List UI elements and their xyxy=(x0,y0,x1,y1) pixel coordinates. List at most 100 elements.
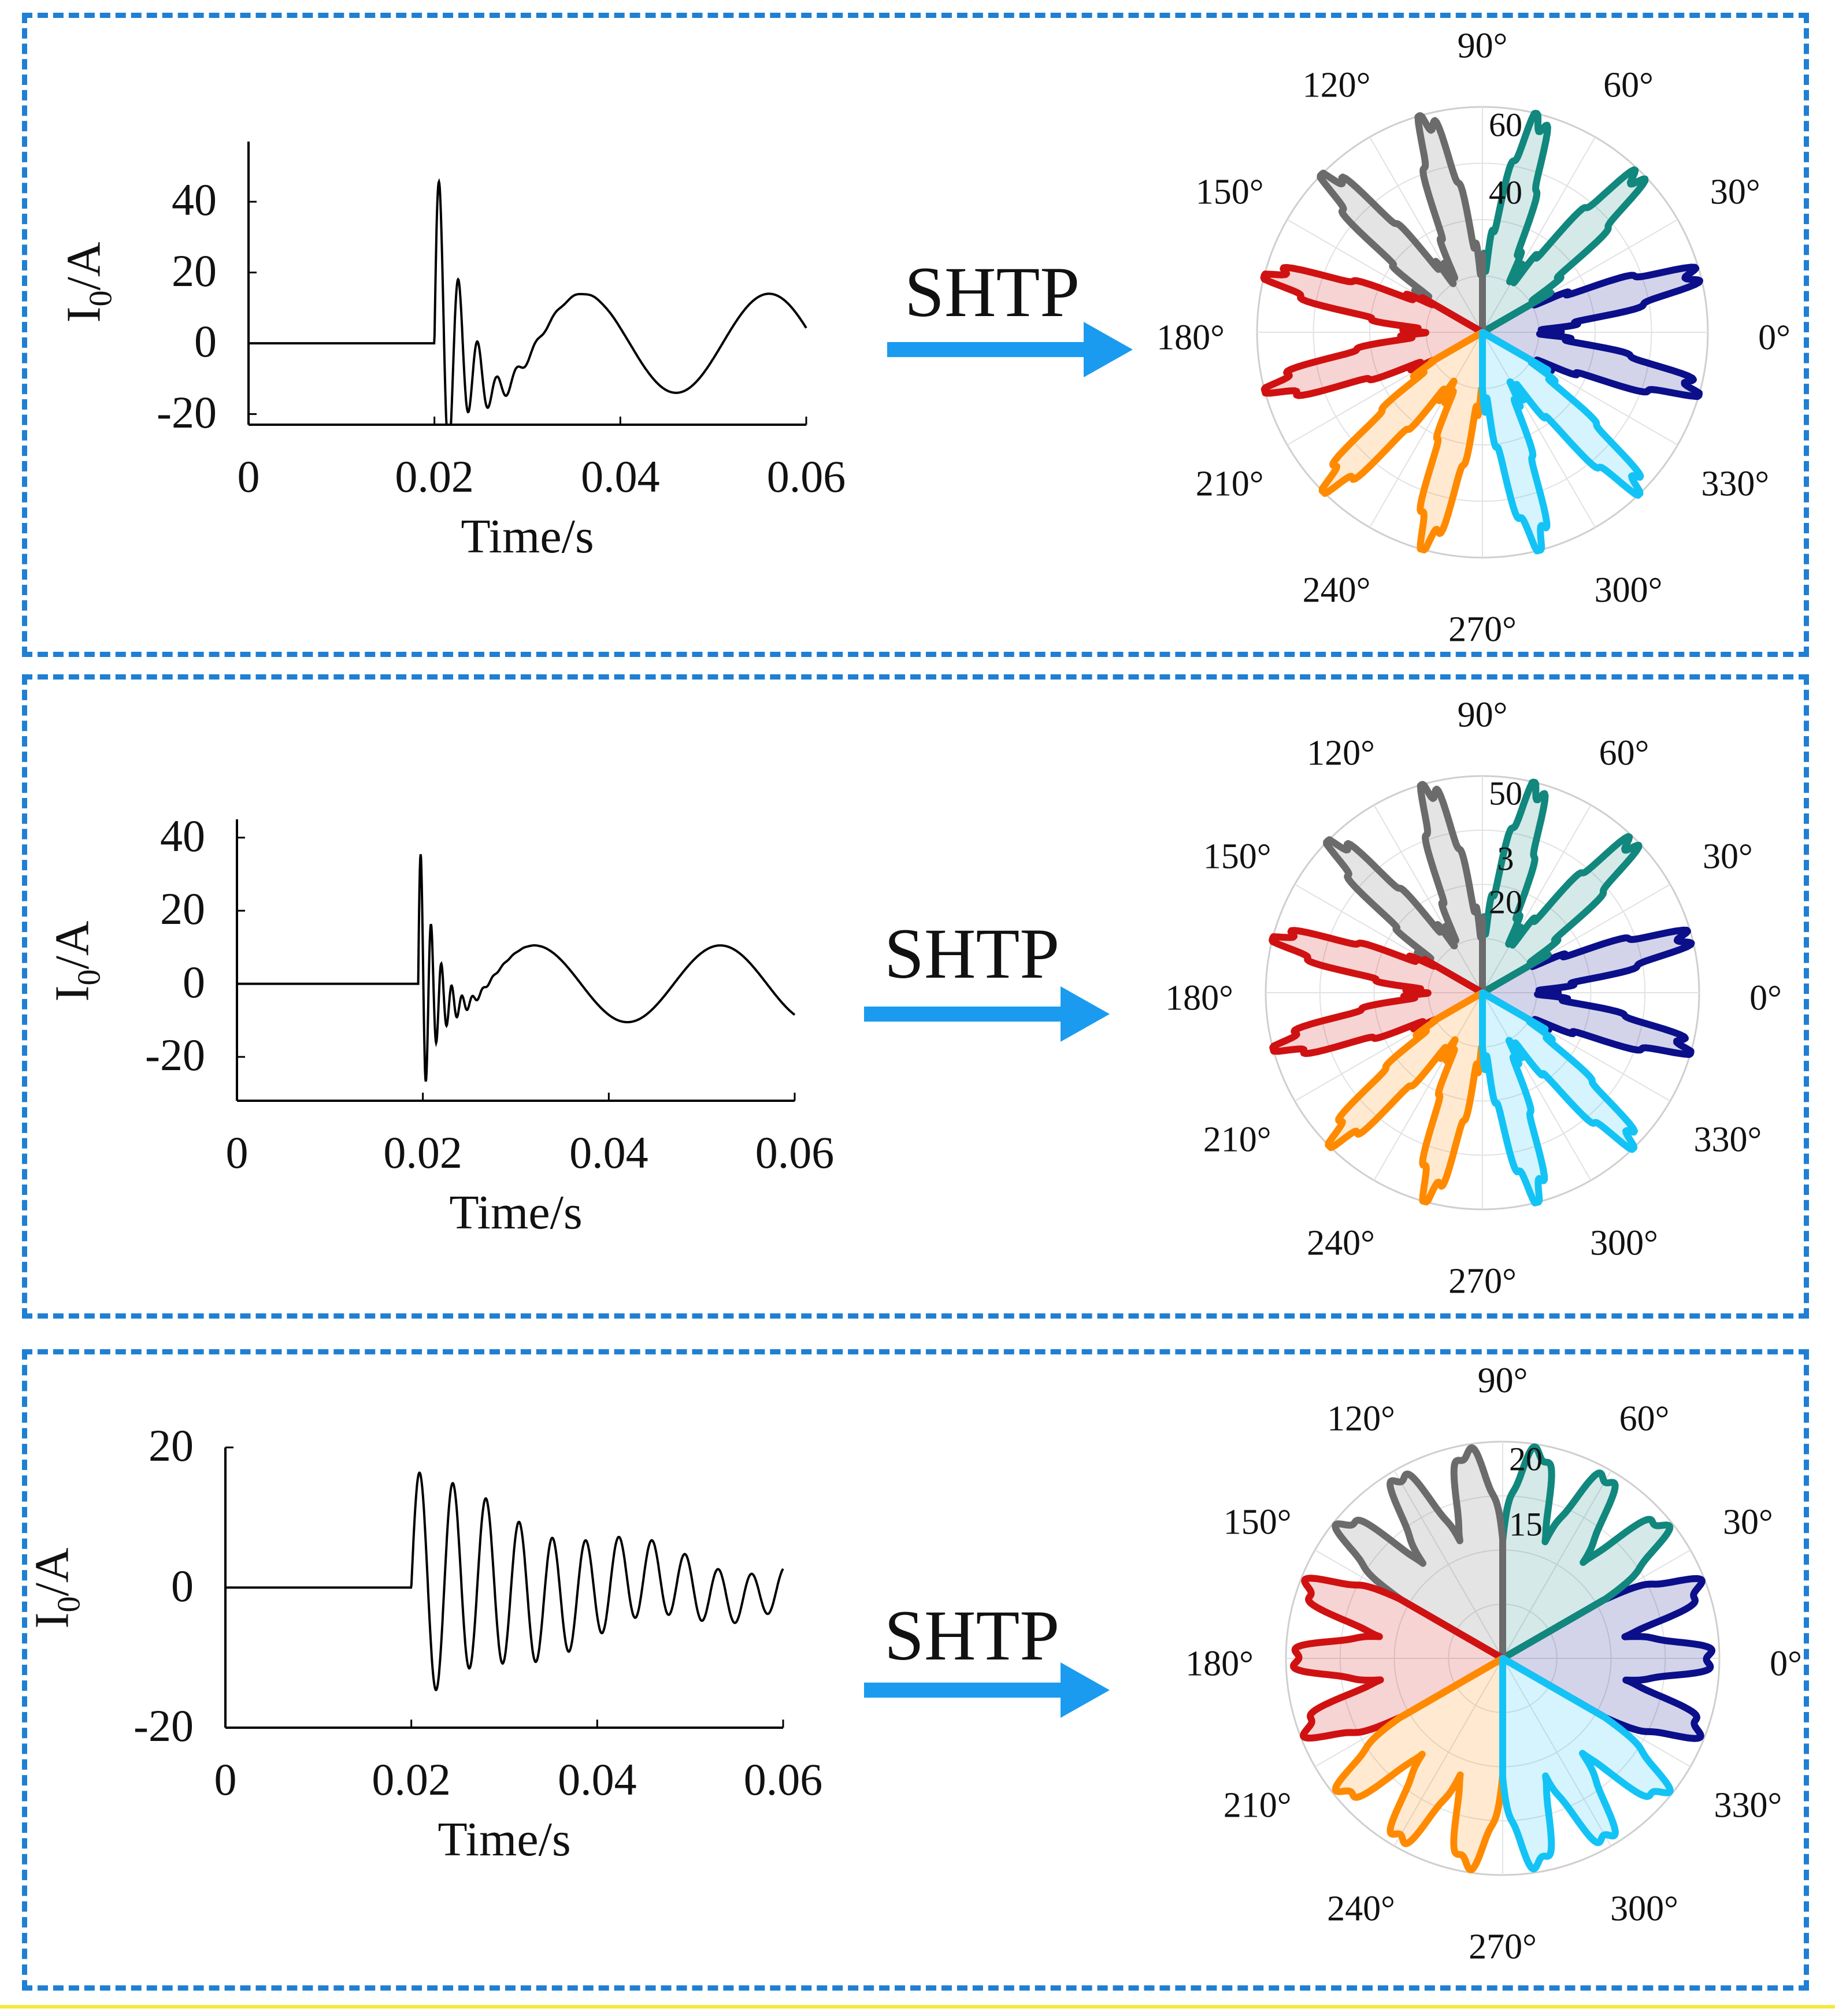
y-tick-label: 0 xyxy=(194,316,217,367)
y-tick-label: 0 xyxy=(183,956,205,1007)
waveform-line xyxy=(237,854,796,1082)
y-label-main: I xyxy=(45,985,99,1002)
polar-angle-label: 330° xyxy=(1714,1785,1782,1825)
polar-angle-label: 30° xyxy=(1702,837,1753,877)
polar-angle-label: 0° xyxy=(1758,318,1790,358)
x-tick-label: 0.02 xyxy=(383,1127,462,1178)
x-tick-label: 0.04 xyxy=(581,451,660,502)
polar-trace-sector-240 xyxy=(1318,329,1486,554)
polar-grid-spoke xyxy=(1369,332,1483,528)
polar-r-tick-label: 60 xyxy=(1489,106,1522,144)
polar-trace-sector-120 xyxy=(1317,112,1486,336)
polar-trace-sector-0 xyxy=(1499,1575,1715,1742)
y-tick-label: 20 xyxy=(172,245,217,296)
polar-angle-label: 210° xyxy=(1203,1120,1271,1160)
arrow-head xyxy=(1084,322,1133,377)
panel-3 xyxy=(22,1349,1809,1991)
polar-trace-sector-0 xyxy=(1479,263,1703,400)
arrow-label: SHTP xyxy=(884,1596,1060,1675)
x-axis-label: Time/s xyxy=(461,510,594,563)
polar-grid-spoke xyxy=(1482,804,1592,993)
y-label-unit: /A xyxy=(57,242,111,291)
x-axis-label: Time/s xyxy=(449,1186,583,1239)
x-tick-label: 0 xyxy=(214,1754,237,1805)
polar-r-tick-label: 50 xyxy=(1489,774,1522,812)
polar-trace-sector-0 xyxy=(1479,926,1695,1058)
y-tick-label: 40 xyxy=(160,810,205,861)
y-tick-label: 0 xyxy=(171,1560,194,1611)
polar-grid-spoke xyxy=(1373,992,1483,1181)
arrow-label: SHTP xyxy=(904,253,1080,332)
x-tick-label: 0.06 xyxy=(743,1754,823,1805)
polar-grid-spoke xyxy=(1482,136,1596,333)
polar-angle-label: 240° xyxy=(1307,1223,1375,1263)
panel-2 xyxy=(22,674,1809,1319)
polar-trace-sector-300 xyxy=(1479,989,1638,1206)
polar-r-tick-label: 3 xyxy=(1497,840,1514,877)
polar-angle-label: 300° xyxy=(1610,1889,1678,1929)
polar-grid-spoke xyxy=(1393,1470,1503,1659)
polar-angle-label: 240° xyxy=(1327,1889,1395,1929)
polar-angle-label: 210° xyxy=(1223,1785,1292,1825)
arrow-label: SHTP xyxy=(884,914,1060,993)
polar-trace-sector-180 xyxy=(1290,1575,1506,1742)
polar-angle-label: 270° xyxy=(1448,610,1517,649)
x-tick-label: 0 xyxy=(225,1127,249,1178)
y-tick-label: 20 xyxy=(149,1420,194,1471)
y-label-subscript: 0 xyxy=(71,969,107,986)
y-tick-label: 40 xyxy=(172,175,217,225)
y-label-subscript: 0 xyxy=(83,290,119,307)
polar-angle-label: 60° xyxy=(1619,1399,1670,1439)
polar-grid-spoke xyxy=(1502,1470,1612,1659)
x-tick-label: 0.06 xyxy=(766,451,846,502)
x-tick-label: 0.02 xyxy=(395,451,474,502)
polar-angle-label: 180° xyxy=(1185,1644,1254,1684)
polar-r-tick-label: 15 xyxy=(1509,1505,1543,1543)
x-tick-label: 0.04 xyxy=(558,1754,637,1805)
polar-angle-label: 120° xyxy=(1302,65,1371,105)
arrow-head xyxy=(1061,986,1110,1042)
polar-angle-label: 270° xyxy=(1469,1927,1537,1967)
polar-trace-sector-240 xyxy=(1325,989,1486,1206)
polar-grid-spoke xyxy=(1393,1658,1503,1847)
polar-grid-spoke xyxy=(1502,1658,1612,1847)
polar-trace-sector-120 xyxy=(1323,781,1486,996)
y-label-main: I xyxy=(57,306,111,323)
polar-trace-sector-120 xyxy=(1332,1444,1506,1662)
polar-angle-label: 270° xyxy=(1448,1261,1517,1301)
polar-angle-label: 150° xyxy=(1203,837,1271,877)
y-axis-label: I0/A xyxy=(24,1547,87,1629)
polar-r-tick-label: 20 xyxy=(1509,1440,1543,1478)
polar-angle-label: 90° xyxy=(1477,1361,1528,1401)
polar-angle-label: 150° xyxy=(1195,172,1264,211)
polar-angle-label: 30° xyxy=(1722,1502,1773,1542)
y-tick-label: 20 xyxy=(160,883,205,934)
polar-angle-label: 90° xyxy=(1457,26,1508,66)
panel-1 xyxy=(22,13,1809,657)
x-tick-label: 0.06 xyxy=(755,1127,835,1178)
polar-r-tick-label: 20 xyxy=(1489,883,1522,920)
y-label-unit: /A xyxy=(25,1547,79,1597)
y-tick-label: -20 xyxy=(145,1030,205,1081)
polar-angle-label: 240° xyxy=(1302,570,1371,610)
y-label-subscript: 0 xyxy=(51,1596,87,1613)
x-axis-label: Time/s xyxy=(438,1813,571,1866)
polar-angle-label: 120° xyxy=(1307,733,1375,773)
x-tick-label: 0 xyxy=(237,451,260,502)
x-tick-label: 0.04 xyxy=(569,1127,648,1178)
polar-trace-sector-300 xyxy=(1479,329,1644,555)
polar-angle-label: 0° xyxy=(1749,978,1782,1018)
polar-angle-label: 30° xyxy=(1710,172,1760,211)
polar-trace-sector-180 xyxy=(1269,927,1486,1057)
polar-trace-sector-60 xyxy=(1479,778,1643,996)
y-label-main: I xyxy=(25,1612,79,1629)
y-label-unit: /A xyxy=(45,920,99,970)
polar-trace-sector-300 xyxy=(1499,1655,1674,1873)
arrow-head xyxy=(1061,1662,1110,1718)
y-axis-label: I0/A xyxy=(55,242,118,323)
polar-angle-label: 0° xyxy=(1770,1644,1802,1684)
waveform-line xyxy=(249,178,807,426)
y-axis-label: I0/A xyxy=(44,920,107,1002)
y-tick-label: -20 xyxy=(157,387,217,437)
polar-r-tick-label: 40 xyxy=(1489,173,1522,211)
